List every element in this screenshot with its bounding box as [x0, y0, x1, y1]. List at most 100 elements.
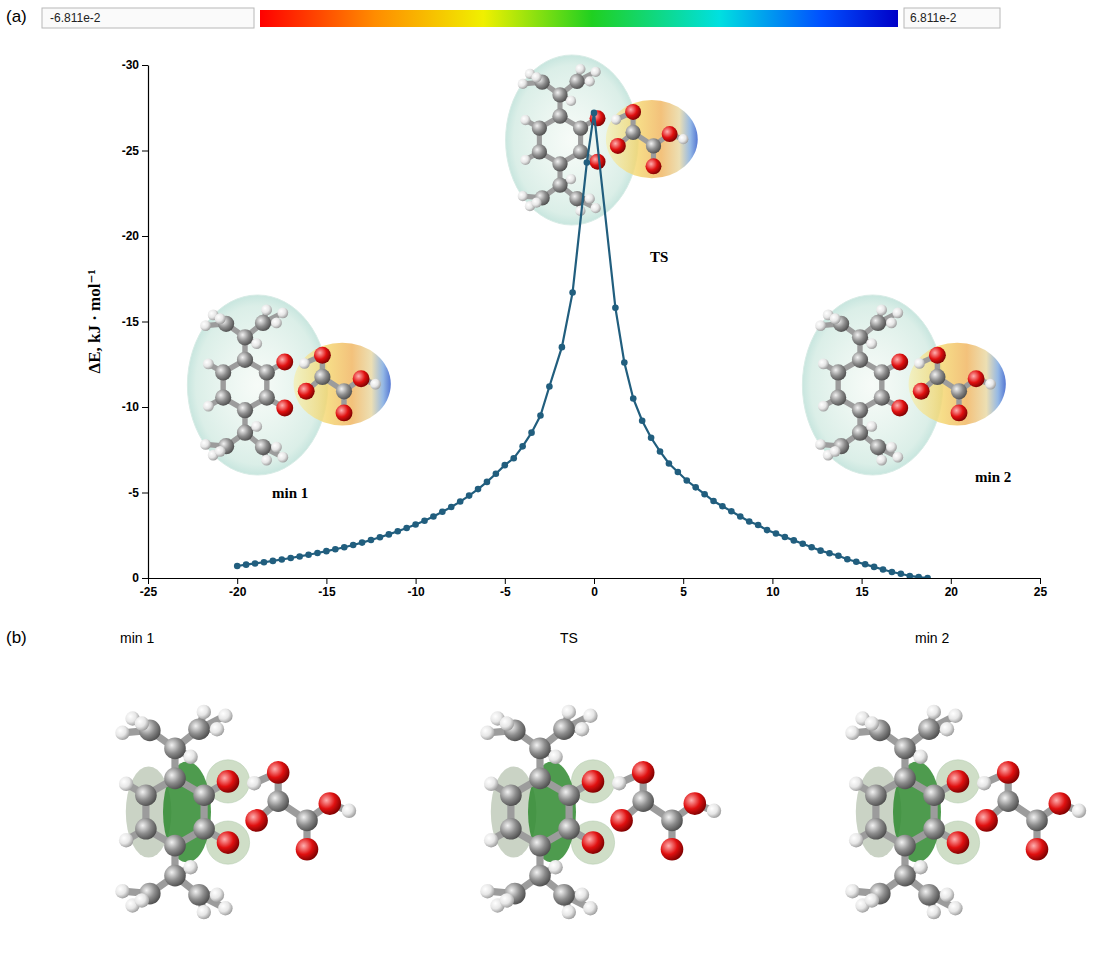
data-point — [448, 504, 455, 511]
atom — [891, 399, 908, 416]
atom — [997, 790, 1019, 812]
tick-mark — [505, 578, 506, 584]
atom — [217, 770, 240, 793]
atom — [135, 818, 157, 840]
tick-mark — [142, 322, 148, 323]
atom — [611, 115, 621, 125]
atom — [948, 709, 962, 723]
data-point — [234, 563, 241, 570]
tick: 25 — [1034, 578, 1048, 599]
data-point — [368, 537, 375, 544]
atom — [874, 364, 890, 380]
atom — [876, 305, 887, 316]
tick: -10 — [407, 578, 425, 599]
atom — [259, 390, 275, 406]
tick-label: 10 — [766, 585, 780, 599]
structure-min-1 — [187, 295, 390, 475]
atom — [874, 390, 890, 406]
atom — [218, 901, 232, 915]
potential-surface — [294, 343, 391, 426]
structure-label: min 1 — [272, 485, 308, 501]
data-point — [377, 534, 384, 541]
atom — [566, 96, 576, 106]
data-point — [279, 556, 286, 563]
data-point — [817, 547, 824, 554]
atom — [218, 709, 232, 723]
atom — [215, 390, 231, 406]
atom — [830, 313, 841, 324]
atom — [575, 888, 589, 902]
atom — [818, 358, 829, 369]
atom — [845, 884, 859, 898]
atom — [520, 155, 530, 165]
tick: -5 — [128, 486, 148, 500]
data-point — [889, 569, 896, 576]
data-point — [261, 559, 268, 566]
colorbar-tick-label: 6.811e-2 — [910, 11, 957, 25]
atom — [237, 425, 253, 441]
atom — [951, 383, 967, 399]
atom — [569, 74, 584, 89]
atom — [1026, 810, 1048, 832]
atom — [251, 421, 262, 432]
atom — [164, 835, 186, 857]
data-point — [546, 383, 553, 390]
tick-mark — [1040, 578, 1041, 584]
atom — [865, 784, 887, 806]
atom — [632, 790, 654, 812]
atom — [929, 347, 946, 364]
atom — [245, 809, 268, 832]
tick-label: -15 — [122, 315, 140, 329]
tick-label: -5 — [128, 486, 139, 500]
atom — [886, 318, 897, 329]
atom — [484, 777, 498, 791]
atom — [210, 722, 224, 736]
atom — [610, 138, 626, 154]
y-axis-title: ΔE, kJ · mol⁻¹ — [85, 269, 104, 373]
atom — [119, 833, 133, 847]
atom — [529, 835, 551, 857]
data-point — [314, 550, 321, 557]
colorbar — [260, 10, 898, 27]
data-point — [791, 537, 798, 544]
atom — [276, 399, 293, 416]
atom — [707, 804, 721, 818]
data-point — [528, 429, 535, 436]
tick: -30 — [122, 58, 148, 72]
data-point — [350, 542, 357, 549]
potential-surface — [606, 100, 698, 178]
data-point — [924, 575, 931, 578]
panel-label: (b) — [6, 628, 27, 647]
atom — [894, 738, 916, 760]
atom — [947, 831, 970, 854]
tick: 0 — [591, 578, 598, 599]
data-point — [826, 550, 833, 557]
data-point — [683, 477, 690, 484]
atom — [865, 716, 879, 730]
data-point — [755, 522, 762, 529]
atom — [529, 738, 551, 760]
structure-label: min 1 — [120, 630, 154, 646]
data-point — [412, 521, 419, 528]
atom — [255, 439, 271, 455]
atom — [591, 67, 601, 77]
atom — [531, 72, 541, 82]
atom — [583, 709, 597, 723]
tick-mark — [951, 578, 952, 584]
atom — [582, 770, 605, 793]
atom — [164, 865, 186, 887]
atom — [319, 792, 342, 815]
atom — [894, 768, 916, 790]
atom — [866, 338, 877, 349]
tick-mark — [326, 578, 327, 584]
atom — [562, 705, 576, 719]
data-point — [287, 555, 294, 562]
data-point — [243, 561, 250, 568]
atom — [267, 761, 290, 784]
data-point — [639, 417, 646, 424]
data-point — [519, 443, 526, 450]
atom — [183, 860, 197, 874]
data-point — [853, 558, 860, 565]
atom — [188, 718, 210, 740]
tick: -15 — [318, 578, 336, 599]
